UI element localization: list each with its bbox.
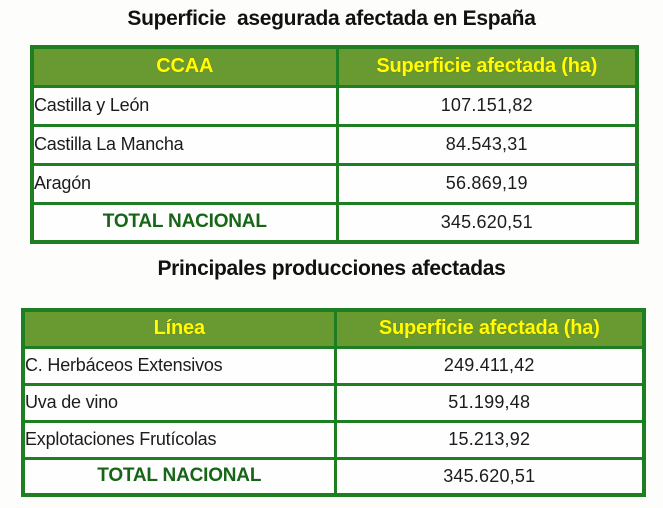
linea-name: C. Herbáceos Extensivos xyxy=(21,345,337,386)
table-row: Castilla y León 107.151,82 xyxy=(30,84,639,127)
table-linea-header-row: Línea Superficie afectada (ha) xyxy=(21,308,646,349)
table-linea: Línea Superficie afectada (ha) C. Herbác… xyxy=(21,308,646,497)
ccaa-value: 56.869,19 xyxy=(335,162,639,205)
table-row: Uva de vino 51.199,48 xyxy=(21,382,646,423)
ccaa-value: 84.543,31 xyxy=(335,123,639,166)
linea-value: 15.213,92 xyxy=(333,419,646,460)
total-nacional-value: 345.620,51 xyxy=(333,456,646,497)
table-row: C. Herbáceos Extensivos 249.411,42 xyxy=(21,345,646,386)
title-principales-producciones: Principales producciones afectadas xyxy=(157,257,506,280)
ccaa-value: 107.151,82 xyxy=(335,84,639,127)
table-row: Explotaciones Frutícolas 15.213,92 xyxy=(21,419,646,460)
table-row: Castilla La Mancha 84.543,31 xyxy=(30,123,639,166)
table-ccaa-header-superficie: Superficie afectada (ha) xyxy=(335,45,639,88)
linea-name: Explotaciones Frutícolas xyxy=(21,419,337,460)
total-nacional-label: TOTAL NACIONAL xyxy=(21,456,337,497)
total-nacional-value: 345.620,51 xyxy=(335,201,639,244)
table-total-row: TOTAL NACIONAL 345.620,51 xyxy=(21,456,646,497)
table-linea-header-superficie: Superficie afectada (ha) xyxy=(333,308,646,349)
table-ccaa-header-row: CCAA Superficie afectada (ha) xyxy=(30,45,639,88)
table-ccaa-header-ccaa: CCAA xyxy=(30,45,339,88)
table-total-row: TOTAL NACIONAL 345.620,51 xyxy=(30,201,639,244)
linea-value: 51.199,48 xyxy=(333,382,646,423)
linea-name: Uva de vino xyxy=(21,382,337,423)
linea-value: 249.411,42 xyxy=(333,345,646,386)
ccaa-name: Aragón xyxy=(30,162,339,205)
title-superficie-asegurada: Superficie asegurada afectada en España xyxy=(127,7,536,30)
ccaa-name: Castilla y León xyxy=(30,84,339,127)
table-ccaa: CCAA Superficie afectada (ha) Castilla y… xyxy=(30,45,639,244)
total-nacional-label: TOTAL NACIONAL xyxy=(30,201,339,244)
ccaa-name: Castilla La Mancha xyxy=(30,123,339,166)
table-linea-header-linea: Línea xyxy=(21,308,337,349)
table-row: Aragón 56.869,19 xyxy=(30,162,639,205)
